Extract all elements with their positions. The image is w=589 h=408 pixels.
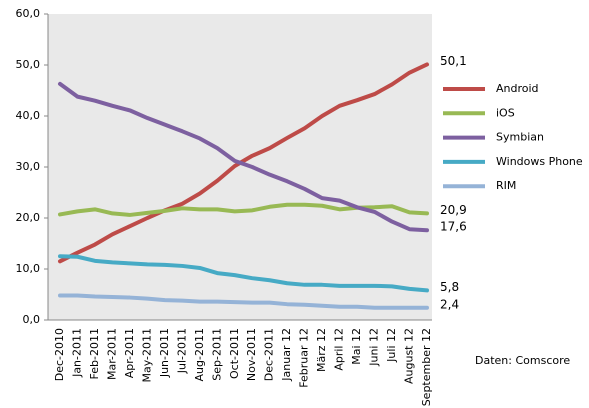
series-line (58, 81, 429, 233)
x-tick-label: Sep-2011 (210, 328, 223, 381)
y-tick-label: 10,0 (16, 262, 41, 275)
series-line (58, 62, 429, 264)
x-tick-label: Jun-2011 (158, 328, 171, 378)
x-tick-label: April 12 (333, 328, 346, 371)
y-tick-label: 0,0 (23, 313, 41, 326)
x-tick-label: September 12 (420, 328, 433, 406)
value-label: 17,6 (440, 220, 467, 234)
x-tick-label: März 12 (315, 328, 328, 372)
y-tick-label: 40,0 (16, 109, 41, 122)
x-tick-label: Aug-2011 (193, 328, 206, 381)
y-tick-label: 60,0 (16, 7, 41, 20)
x-tick-label: Oct-2011 (228, 328, 241, 379)
y-tick-label: 50,0 (16, 58, 41, 71)
x-tick-label: Apr-2011 (123, 328, 136, 378)
x-tick-label: Jul-2011 (175, 328, 188, 374)
x-tick-label: Januar 12 (280, 328, 293, 382)
x-tick-label: May-2011 (140, 328, 153, 383)
legend-label: Windows Phone (496, 155, 583, 168)
value-label: 20,9 (440, 203, 467, 217)
x-tick-label: Mai 12 (350, 328, 363, 365)
value-label: 50,1 (440, 54, 467, 68)
series-line (58, 254, 429, 293)
legend-label: iOS (496, 106, 515, 119)
x-tick-label: Feb-2011 (88, 328, 101, 379)
x-tick-label: August 12 (403, 328, 416, 384)
legend-label: Symbian (496, 131, 544, 144)
legend-label: RIM (496, 179, 516, 192)
series-line (58, 293, 429, 310)
x-tick-label: Nov-2011 (245, 328, 258, 381)
y-tick-label: 20,0 (16, 211, 41, 224)
x-tick-label: Juni 12 (368, 328, 381, 367)
x-tick-label: Jan-2011 (70, 328, 83, 378)
x-tick-label: Juli 12 (385, 328, 398, 363)
value-label: 5,8 (440, 280, 459, 294)
value-label: 2,4 (440, 297, 459, 311)
x-tick-label: Mar-2011 (105, 328, 118, 380)
plot-area (48, 14, 432, 320)
x-tick-label: Februar 12 (298, 328, 311, 388)
x-tick-label: Dec-2011 (263, 328, 276, 381)
y-tick-label: 30,0 (16, 160, 41, 173)
legend-label: Android (496, 82, 539, 95)
x-tick-label: Dec-2010 (53, 328, 66, 381)
annotation: Daten: Comscore (475, 354, 570, 367)
